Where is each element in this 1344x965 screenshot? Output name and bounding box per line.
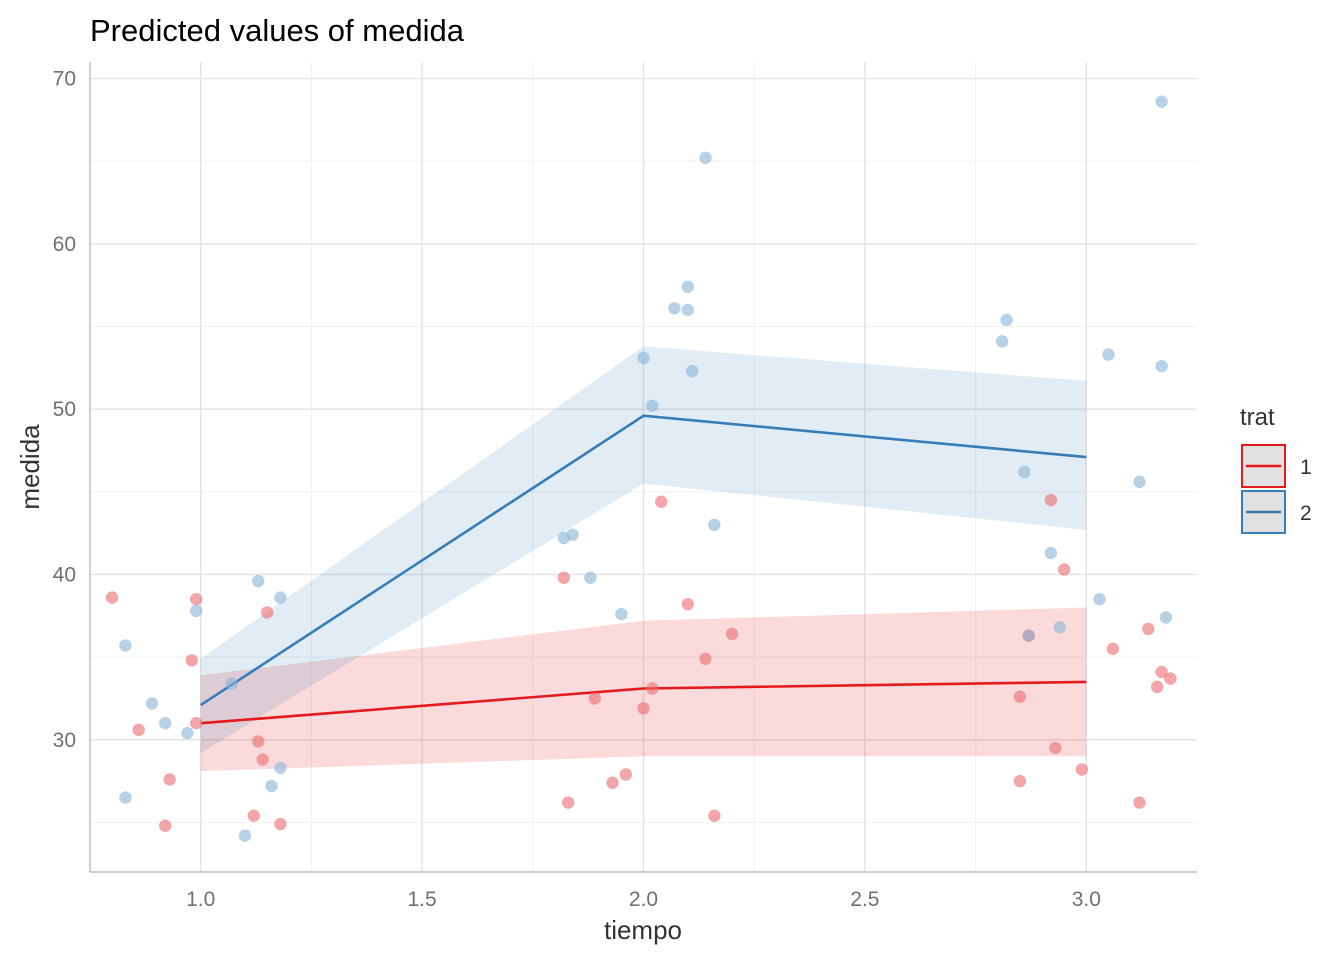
data-point-trat-2 — [238, 829, 252, 842]
x-axis-label: tiempo — [604, 915, 682, 945]
data-point-trat-2 — [681, 303, 694, 317]
data-point-trat-2 — [225, 677, 238, 690]
data-point-trat-2 — [190, 604, 203, 618]
data-point-trat-1 — [185, 654, 199, 667]
data-point-trat-2 — [1133, 475, 1146, 489]
data-point-trat-2 — [1018, 465, 1031, 479]
data-point-trat-2 — [1102, 348, 1115, 361]
data-point-trat-1 — [274, 817, 287, 831]
data-point-trat-1 — [1049, 741, 1062, 755]
legend-label-trat-2: 2 — [1300, 502, 1312, 525]
prediction-lines — [199, 414, 1087, 725]
legend-entries: 12 — [1241, 444, 1312, 534]
data-point-trat-1 — [260, 606, 274, 619]
data-point-trat-2 — [584, 571, 597, 584]
y-tick-label: 70 — [53, 68, 76, 91]
data-point-trat-2 — [1155, 95, 1168, 108]
raw-data-points — [105, 95, 1177, 842]
data-point-trat-1 — [708, 809, 721, 822]
data-point-trat-1 — [190, 593, 203, 606]
data-point-trat-1 — [1013, 774, 1027, 788]
x-tick-label: 1.5 — [407, 888, 436, 911]
data-point-trat-1 — [637, 702, 650, 715]
data-point-trat-2 — [1093, 593, 1106, 606]
data-point-trat-2 — [681, 280, 694, 294]
data-point-trat-2 — [1000, 313, 1013, 327]
data-point-trat-2 — [145, 697, 159, 710]
data-point-trat-1 — [247, 809, 261, 822]
legend-label-trat-1: 1 — [1300, 456, 1312, 479]
data-point-trat-1 — [562, 796, 575, 809]
data-point-trat-1 — [190, 717, 203, 730]
data-point-trat-1 — [252, 735, 265, 748]
data-point-trat-1 — [132, 723, 145, 737]
y-tick-label: 40 — [53, 563, 76, 586]
data-point-trat-2 — [566, 528, 579, 541]
axis-lines — [89, 62, 1197, 873]
y-axis-label: medida — [15, 424, 45, 510]
data-point-trat-2 — [637, 351, 650, 365]
data-point-trat-2 — [686, 364, 699, 378]
data-point-trat-2 — [1053, 621, 1066, 634]
data-point-trat-2 — [181, 726, 194, 740]
data-point-trat-2 — [159, 717, 172, 730]
data-point-trat-1 — [1106, 642, 1120, 656]
data-point-trat-1 — [1155, 665, 1168, 679]
data-point-trat-2 — [265, 779, 278, 793]
data-point-trat-2 — [1044, 546, 1058, 560]
data-point-trat-1 — [1142, 622, 1155, 636]
prediction-line-trat-2 — [199, 414, 1087, 707]
data-point-trat-1 — [1057, 563, 1071, 576]
data-point-trat-1 — [1044, 493, 1058, 507]
data-point-trat-1 — [606, 776, 619, 789]
y-tick-label: 30 — [53, 729, 76, 752]
data-point-trat-1 — [646, 682, 659, 695]
data-point-trat-1 — [1133, 796, 1146, 809]
data-point-trat-1 — [1164, 672, 1177, 685]
y-tick-label: 50 — [53, 398, 76, 421]
data-point-trat-1 — [619, 768, 632, 781]
prediction-line-trat-1 — [200, 680, 1087, 725]
legend: trat 12 — [1240, 404, 1312, 534]
data-point-trat-1 — [699, 652, 712, 665]
data-point-trat-2 — [615, 607, 628, 621]
data-point-trat-2 — [1155, 359, 1168, 373]
x-tick-label: 2.5 — [850, 888, 879, 911]
legend-title: trat — [1240, 404, 1275, 431]
data-point-trat-2 — [646, 399, 659, 413]
tick-labels: 1.0 1.5 2.0 2.5 3.0 30 40 50 60 70 — [53, 68, 1101, 911]
data-point-trat-2 — [668, 302, 681, 315]
data-point-trat-1 — [588, 692, 601, 705]
data-point-trat-1 — [725, 627, 739, 641]
x-tick-label: 3.0 — [1072, 888, 1101, 911]
data-point-trat-2 — [119, 791, 132, 804]
data-point-trat-2 — [274, 591, 287, 604]
data-point-trat-1 — [105, 591, 119, 604]
data-point-trat-2 — [699, 151, 712, 165]
data-point-trat-2 — [252, 574, 265, 588]
confidence-band-trat-2 — [200, 346, 1087, 753]
y-tick-label: 60 — [53, 233, 76, 256]
data-point-trat-1 — [557, 571, 570, 584]
x-tick-label: 1.0 — [186, 888, 215, 911]
data-point-trat-1 — [163, 773, 176, 786]
data-point-trat-1 — [1075, 763, 1089, 776]
data-point-trat-1 — [256, 753, 269, 766]
data-point-trat-1 — [159, 819, 172, 832]
data-point-trat-2 — [708, 518, 721, 532]
data-point-trat-1 — [681, 598, 694, 611]
data-point-trat-2 — [274, 761, 287, 775]
chart-title: Predicted values of medida — [90, 13, 465, 48]
data-point-trat-2 — [995, 335, 1009, 348]
data-point-trat-2 — [1159, 611, 1173, 624]
data-point-trat-1 — [1013, 690, 1027, 703]
data-point-trat-1 — [1150, 680, 1164, 694]
data-point-trat-2 — [119, 639, 132, 652]
x-tick-label: 2.0 — [629, 888, 658, 911]
data-point-trat-2 — [1022, 629, 1035, 642]
data-point-trat-1 — [655, 495, 668, 508]
